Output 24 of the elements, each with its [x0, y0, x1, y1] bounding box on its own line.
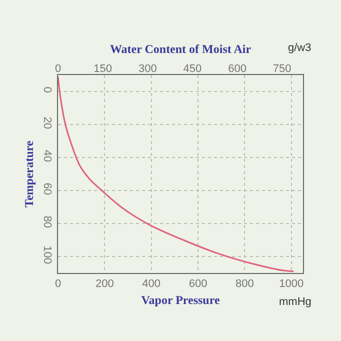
x-tick-label: 1000 [279, 278, 304, 290]
text: g/w3 [288, 42, 312, 54]
x-tick-label: 600 [188, 278, 208, 290]
line-series [58, 76, 294, 272]
y-tick-label: 60 [40, 182, 53, 195]
y-tick-label: 0 [40, 86, 53, 93]
text: mmHg [279, 296, 312, 308]
x2-tick-label: 150 [94, 62, 112, 75]
x2-tick-label: 450 [183, 62, 202, 75]
x-tick-label: 0 [54, 278, 62, 290]
x2-tick-label: 600 [228, 62, 246, 75]
x2-tick-label: 750 [272, 62, 292, 75]
y-tick-label: 100 [40, 246, 53, 264]
x2-axis-title: Water Content of Moist Air [110, 42, 252, 56]
y-tick-label: 40 [40, 150, 53, 162]
y-axis-title: Temperature [22, 140, 36, 208]
x-tick-label: 200 [95, 278, 114, 290]
x-axis-title: Vapor Pressure [141, 293, 220, 308]
x2-tick-label: 0 [54, 62, 62, 75]
y-tick-label: 20 [40, 116, 53, 129]
y-tick-label: 80 [40, 216, 53, 228]
x2-tick-label: 300 [138, 62, 157, 75]
x-tick-label: 800 [235, 278, 254, 290]
x-tick-label: 400 [142, 278, 161, 290]
